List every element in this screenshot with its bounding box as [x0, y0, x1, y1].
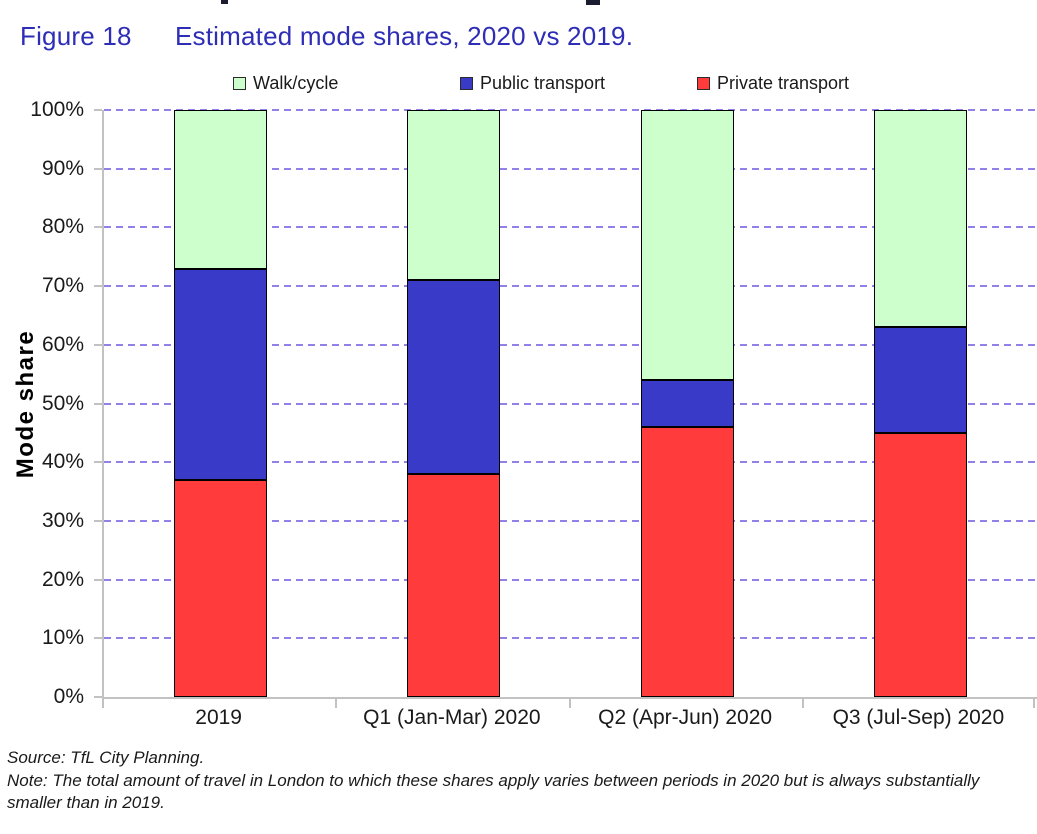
bar-segment-2019-private-transport: [174, 479, 268, 697]
x-axis-label-q1-jan-mar-2020: Q1 (Jan-Mar) 2020: [363, 706, 541, 729]
clipped-text-fragment: [221, 0, 228, 4]
y-tick-mark-0: [94, 696, 102, 698]
bar-segment-q3-jul-sep-2020-private-transport: [873, 432, 967, 697]
gridline-80: [104, 226, 1037, 229]
legend-item-public-transport: Public transport: [460, 73, 605, 94]
y-tick-label-70: 70%: [41, 274, 84, 298]
source-note: Source: TfL City Planning.: [7, 748, 205, 767]
legend-label: Walk/cycle: [253, 73, 339, 93]
y-tick-label-90: 90%: [41, 156, 84, 180]
x-axis-label-q3-jul-sep-2020: Q3 (Jul-Sep) 2020: [832, 706, 1005, 729]
bar-segment-q1-jan-mar-2020-private-transport: [407, 473, 501, 697]
bar-segment-q2-apr-jun-2020-private-transport: [640, 426, 734, 697]
bar-segment-q3-jul-sep-2020-walk-cycle: [873, 110, 967, 328]
x-tick-mark-4: [1033, 699, 1035, 708]
y-tick-label-50: 50%: [41, 391, 84, 415]
y-tick-mark-40: [94, 461, 102, 464]
legend-swatch-private-transport: [697, 77, 710, 90]
bar-segment-2019-walk-cycle: [174, 110, 268, 269]
gridline-10: [104, 637, 1037, 640]
legend-swatch-walk-cycle: [233, 77, 246, 90]
clipped-text-fragment: [586, 0, 600, 5]
bar-segment-q1-jan-mar-2020-public-transport: [407, 280, 501, 474]
x-axis-tick-marks: [102, 699, 1035, 708]
y-tick-mark-100: [94, 109, 102, 111]
bar-segment-q1-jan-mar-2020-walk-cycle: [407, 110, 501, 281]
plot-area: [102, 109, 1037, 699]
gridline-40: [104, 461, 1037, 464]
figure-caption: Figure 18 Estimated mode shares, 2020 vs …: [20, 21, 633, 52]
y-tick-label-30: 30%: [41, 508, 84, 532]
gridline-90: [104, 167, 1037, 170]
gridline-100: [104, 109, 1037, 111]
y-tick-label-10: 10%: [41, 626, 84, 650]
y-tick-mark-60: [94, 343, 102, 346]
y-tick-mark-80: [94, 226, 102, 229]
y-tick-mark-30: [94, 519, 102, 522]
y-tick-mark-90: [94, 167, 102, 170]
bar-segment-q3-jul-sep-2020-public-transport: [873, 327, 967, 433]
chart-legend: Walk/cycle Public transport Private transp…: [102, 73, 1035, 97]
figure-label: Figure 18: [20, 21, 132, 51]
gridline-50: [104, 402, 1037, 405]
gridline-20: [104, 578, 1037, 581]
bar-segment-q2-apr-jun-2020-walk-cycle: [640, 110, 734, 381]
x-axis-labels: 2019 Q1 (Jan-Mar) 2020 Q2 (Apr-Jun) 2020 Q3…: [102, 706, 1035, 736]
legend-item-walk-cycle: Walk/cycle: [233, 73, 338, 94]
gridline-30: [104, 519, 1037, 522]
y-tick-label-60: 60%: [41, 332, 84, 356]
footnote: Note: The total amount of travel in Lond…: [7, 770, 980, 813]
legend-item-private-transport: Private transport: [697, 73, 849, 94]
x-tick-mark-0: [102, 699, 104, 708]
legend-label: Private transport: [717, 73, 850, 93]
y-tick-mark-70: [94, 285, 102, 288]
y-axis-tick-labels: 0% 10% 20% 30% 40% 50% 60% 70% 80% 90% 100%: [0, 98, 84, 708]
bar-segment-2019-public-transport: [174, 268, 268, 480]
bar-segment-q2-apr-jun-2020-public-transport: [640, 380, 734, 427]
x-axis-label-q2-apr-jun-2020: Q2 (Apr-Jun) 2020: [598, 706, 773, 729]
x-tick-mark-1: [335, 699, 338, 708]
legend-swatch-public-transport: [460, 77, 473, 90]
y-tick-label-40: 40%: [41, 450, 84, 474]
y-tick-label-0: 0%: [53, 685, 84, 708]
y-tick-label-100: 100%: [30, 98, 84, 121]
x-tick-mark-2: [568, 699, 571, 708]
y-tick-mark-10: [94, 637, 102, 640]
y-tick-mark-20: [94, 578, 102, 581]
y-axis-tick-marks: [94, 109, 102, 698]
chart-notes: Source: TfL City Planning. Note: The tot…: [7, 747, 1019, 815]
y-tick-mark-50: [94, 402, 102, 405]
x-axis-label-2019: 2019: [195, 706, 242, 729]
gridline-60: [104, 343, 1037, 346]
gridline-70: [104, 285, 1037, 288]
y-tick-label-80: 80%: [41, 215, 84, 239]
y-tick-label-20: 20%: [41, 567, 84, 591]
figure-title: Estimated mode shares, 2020 vs 2019.: [175, 21, 634, 51]
x-tick-mark-3: [801, 699, 804, 708]
legend-label: Public transport: [480, 73, 606, 93]
